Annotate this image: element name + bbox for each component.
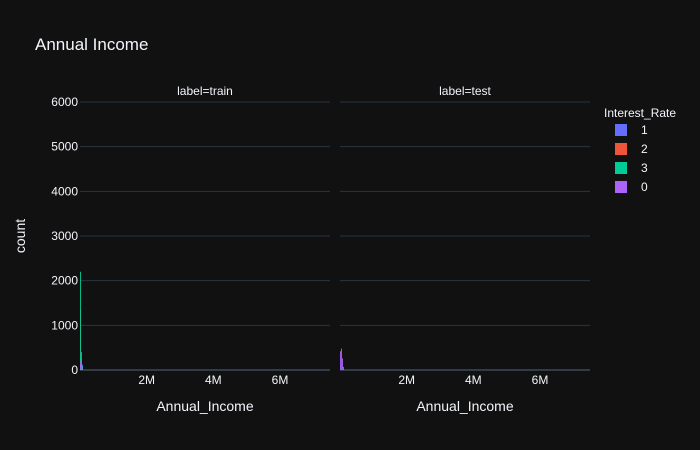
y-tick-label: 5000 <box>51 140 78 154</box>
legend-label: 0 <box>641 180 648 194</box>
legend-item[interactable]: 0 <box>615 180 648 194</box>
legend-item[interactable]: 3 <box>615 161 648 175</box>
legend-swatch <box>615 181 627 193</box>
legend-item[interactable]: 2 <box>615 142 648 156</box>
y-tick-label: 3000 <box>51 229 78 243</box>
facet-panel-1: label=test 2M 4M 6M Annual_Income <box>340 84 590 414</box>
x-tick-label: 2M <box>398 373 415 387</box>
histogram-bar-series-0[interactable] <box>341 348 342 370</box>
y-tick-label: 6000 <box>51 95 78 109</box>
facet-panel-0: label=train 2M 4M 6M Annual_Income 0 1000 2000 3… <box>51 84 330 414</box>
x-tick-label: 6M <box>272 373 289 387</box>
x-axis-title: Annual_Income <box>416 398 514 414</box>
legend-swatch <box>615 162 627 174</box>
legend-label: 1 <box>641 123 648 137</box>
histogram-bar-series-0[interactable] <box>340 351 341 370</box>
y-tick-label: 1000 <box>51 318 78 332</box>
x-tick-label: 4M <box>205 373 222 387</box>
legend-swatch <box>615 124 627 136</box>
x-tick-label: 6M <box>532 373 549 387</box>
legend-title: Interest_Rate <box>604 106 676 120</box>
y-tick-label: 4000 <box>51 184 78 198</box>
histogram-bar-series-3[interactable] <box>81 352 82 370</box>
histogram-bar-series-0[interactable] <box>342 358 343 370</box>
facet-label: label=test <box>439 84 491 98</box>
histogram-bar-series-0[interactable] <box>82 368 83 370</box>
facet-panels: label=train 2M 4M 6M Annual_Income 0 1000 2000 3… <box>51 84 590 414</box>
y-tick-label: 2000 <box>51 274 78 288</box>
legend-label: 2 <box>641 142 648 156</box>
x-axis-title: Annual_Income <box>156 398 254 414</box>
legend[interactable]: Interest_Rate 1 2 3 0 <box>604 106 676 194</box>
legend-swatch <box>615 143 627 155</box>
legend-item[interactable]: 1 <box>615 123 648 137</box>
histogram-bar-series-3[interactable] <box>80 271 81 370</box>
histogram-bar-series-3[interactable] <box>82 366 83 370</box>
facet-label: label=train <box>177 84 233 98</box>
x-tick-label: 2M <box>138 373 155 387</box>
chart-title: Annual Income <box>35 35 148 54</box>
histogram-bar-series-0[interactable] <box>80 361 81 370</box>
histogram-bar-series-0[interactable] <box>81 365 82 370</box>
histogram-bar-series-0[interactable] <box>343 366 344 370</box>
legend-label: 3 <box>641 161 648 175</box>
y-tick-label: 0 <box>71 363 78 377</box>
y-axis-title: count <box>12 219 28 253</box>
x-tick-label: 4M <box>465 373 482 387</box>
